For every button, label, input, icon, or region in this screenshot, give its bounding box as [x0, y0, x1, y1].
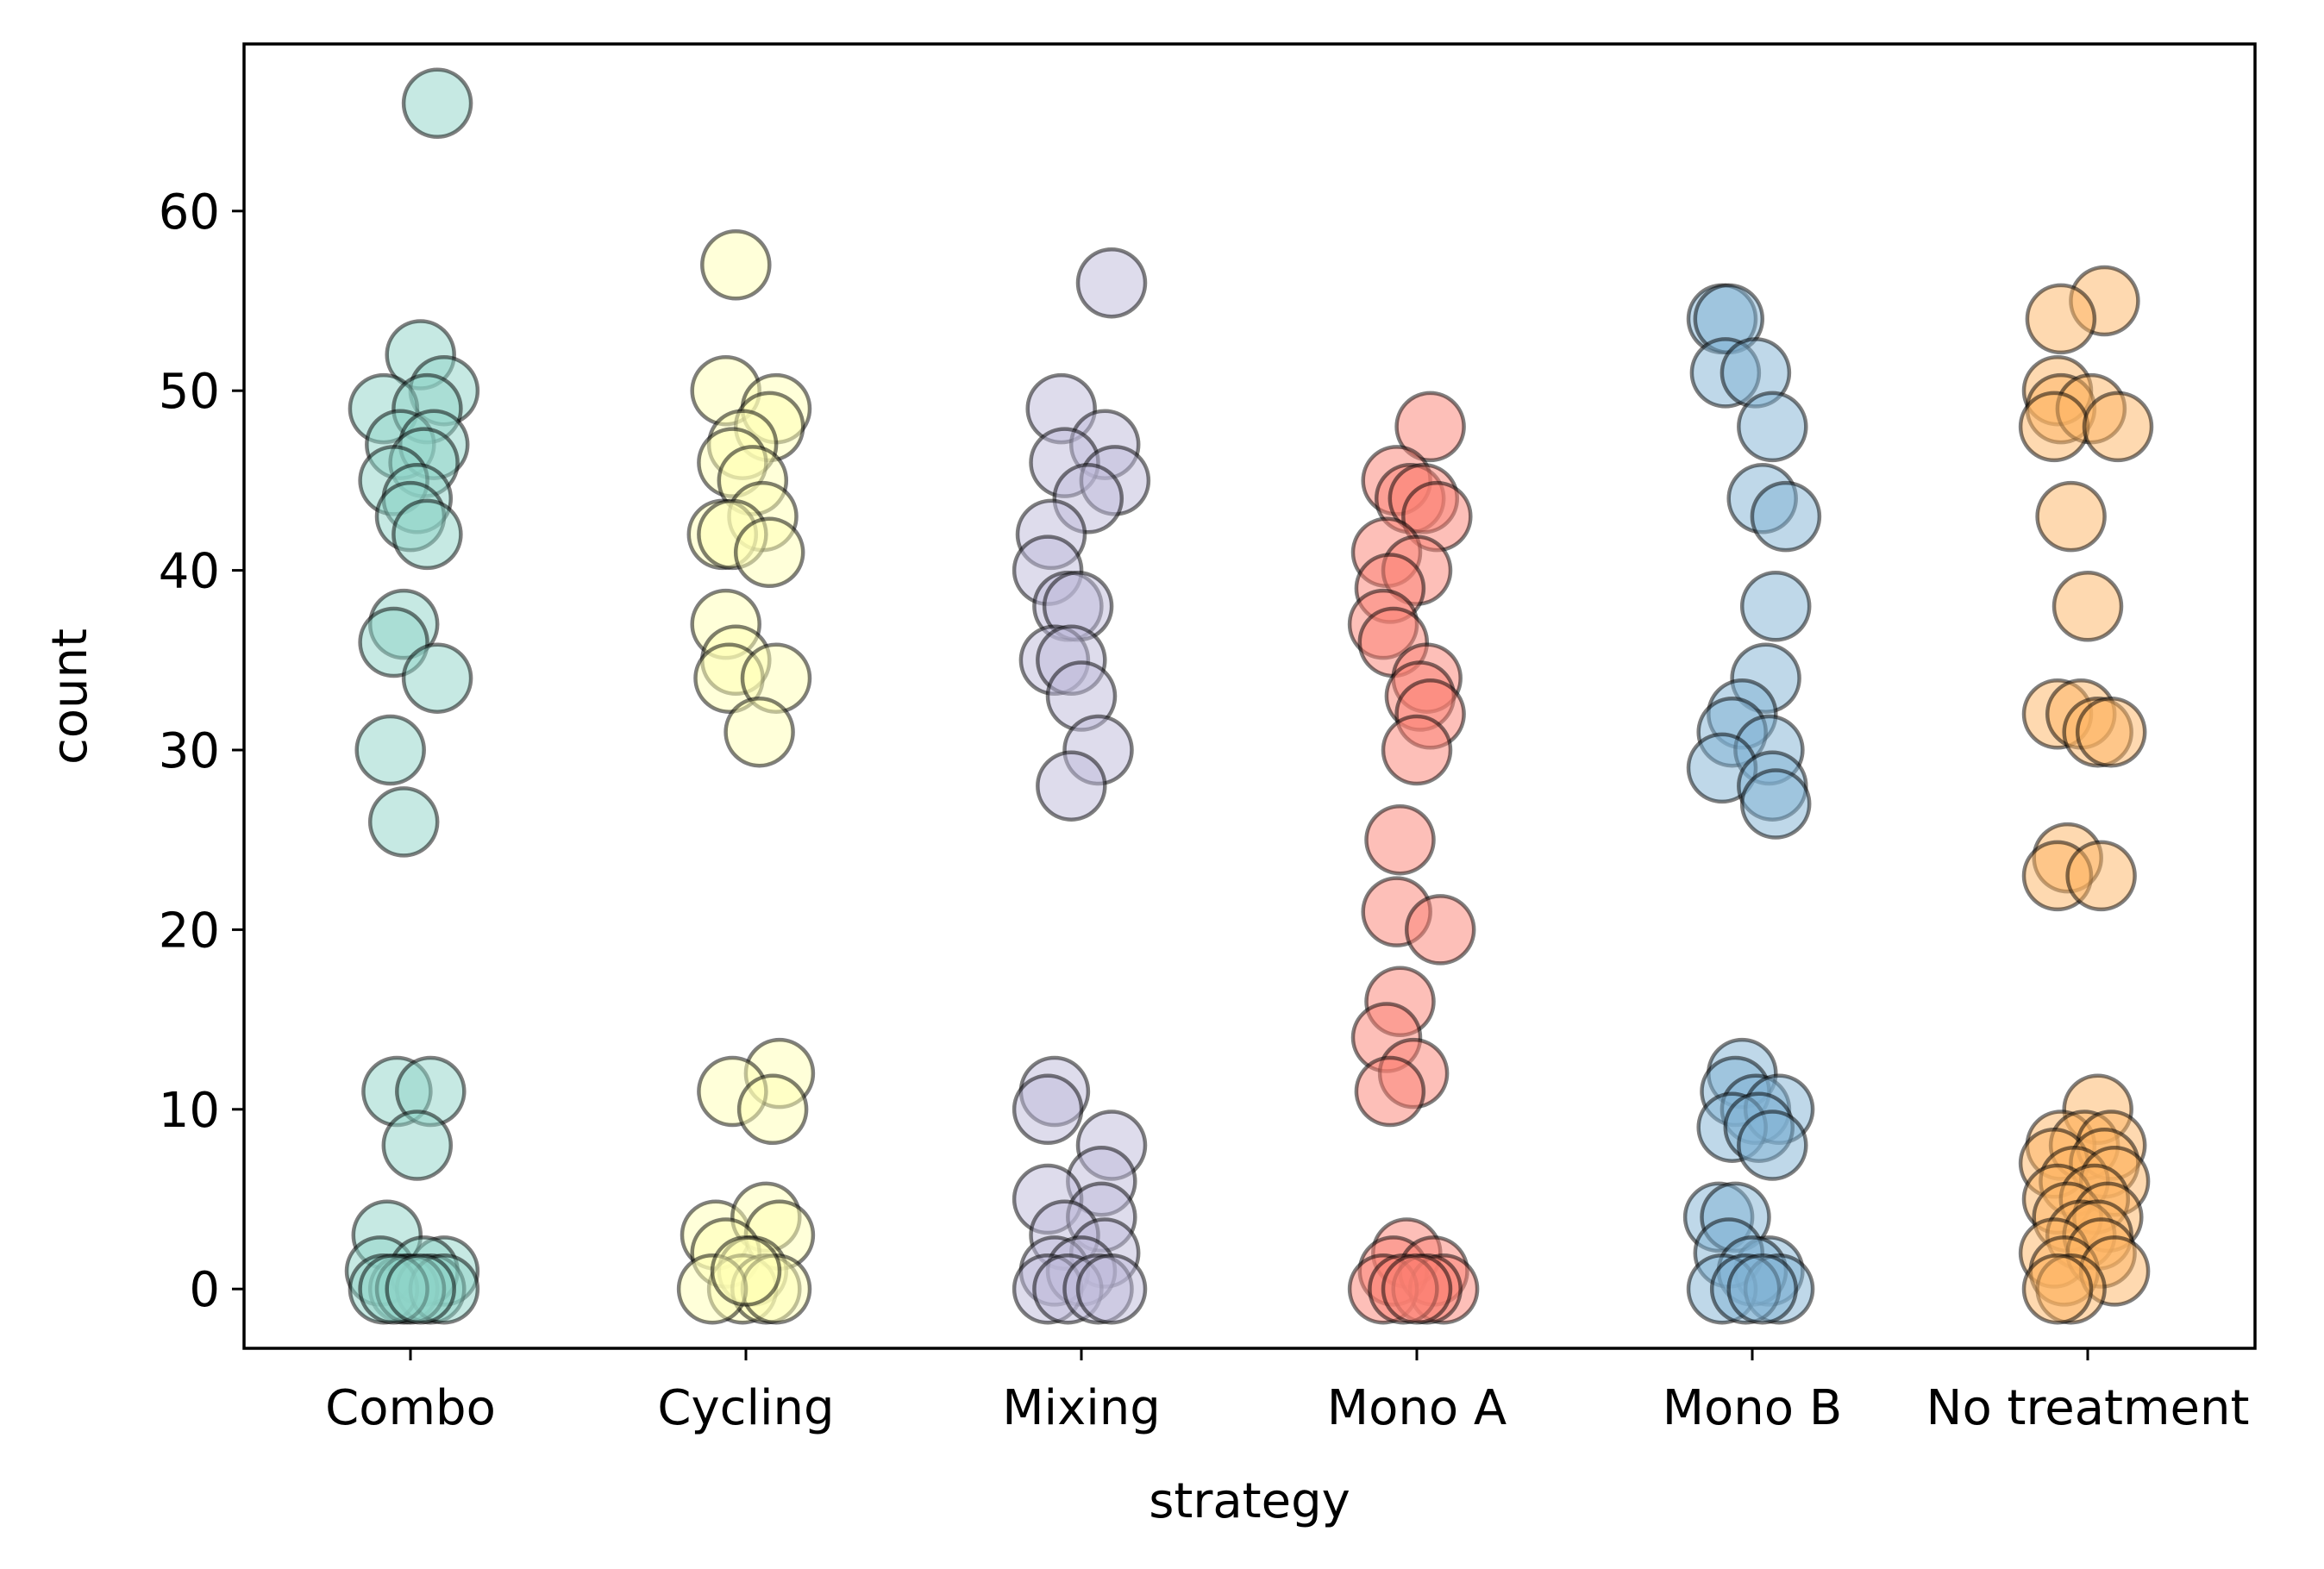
y-axis-title: count	[42, 628, 98, 765]
plot-frame	[242, 42, 2257, 1350]
data-point	[2075, 696, 2147, 768]
data-point	[1404, 894, 1476, 966]
data-point	[1012, 1073, 1084, 1146]
data-point	[1739, 571, 1812, 642]
data-point	[401, 642, 473, 714]
data-point	[1394, 391, 1466, 463]
x-tick-label: Cycling	[657, 1380, 834, 1436]
data-point	[2065, 840, 2137, 912]
data-point	[385, 1253, 456, 1325]
series-mono-b	[1682, 283, 1822, 1325]
data-point	[2021, 1253, 2094, 1325]
data-point	[2082, 391, 2154, 463]
y-tick-label: 20	[159, 903, 220, 959]
y-tick-label: 40	[159, 544, 220, 600]
data-point	[354, 714, 426, 786]
data-point	[724, 696, 795, 768]
x-tick-label: Combo	[325, 1380, 496, 1436]
y-tick-label: 50	[159, 364, 220, 420]
data-point	[1075, 247, 1148, 319]
x-tick-label: Mixing	[1002, 1380, 1161, 1436]
data-point	[2025, 283, 2097, 355]
data-point	[1737, 1110, 1808, 1181]
data-point	[700, 229, 772, 301]
series-cycling	[676, 229, 816, 1325]
x-tick-label: Mono B	[1663, 1380, 1843, 1436]
y-tick-label: 60	[159, 184, 220, 241]
data-point	[1739, 768, 1812, 840]
points-layer	[344, 67, 2154, 1325]
series-combo	[344, 67, 480, 1325]
y-tick-label: 30	[159, 723, 220, 779]
data-point	[392, 498, 463, 571]
data-point	[2035, 480, 2107, 553]
y-tick-label: 0	[189, 1262, 220, 1318]
data-point	[1354, 1055, 1426, 1128]
series-mono-a	[1347, 391, 1480, 1325]
y-axis: 0 10 20 30 40 50 60	[159, 184, 244, 1318]
data-point	[710, 1235, 782, 1307]
data-point	[1737, 391, 1808, 463]
data-point	[736, 1073, 809, 1146]
y-tick-label: 10	[159, 1083, 220, 1139]
x-tick-label: No treatment	[1926, 1380, 2250, 1436]
data-point	[1381, 1253, 1453, 1325]
data-point	[401, 67, 473, 140]
data-point	[733, 516, 805, 589]
data-point	[381, 1110, 454, 1181]
series-no-treatment	[2018, 265, 2154, 1325]
data-point	[1726, 1253, 1798, 1325]
x-axis: Combo Cycling Mixing Mono A Mono B No treatme…	[325, 1348, 2249, 1436]
x-tick-label: Mono A	[1327, 1380, 1507, 1436]
data-point	[1075, 1253, 1148, 1325]
data-point	[1750, 480, 1822, 553]
data-point	[2052, 571, 2124, 642]
data-point	[1381, 714, 1453, 786]
data-point	[1364, 803, 1436, 876]
data-point	[1036, 750, 1107, 822]
series-mixing	[1012, 247, 1151, 1325]
x-axis-title: strategy	[1149, 1473, 1350, 1529]
data-point	[2018, 391, 2090, 463]
data-point	[367, 786, 440, 858]
